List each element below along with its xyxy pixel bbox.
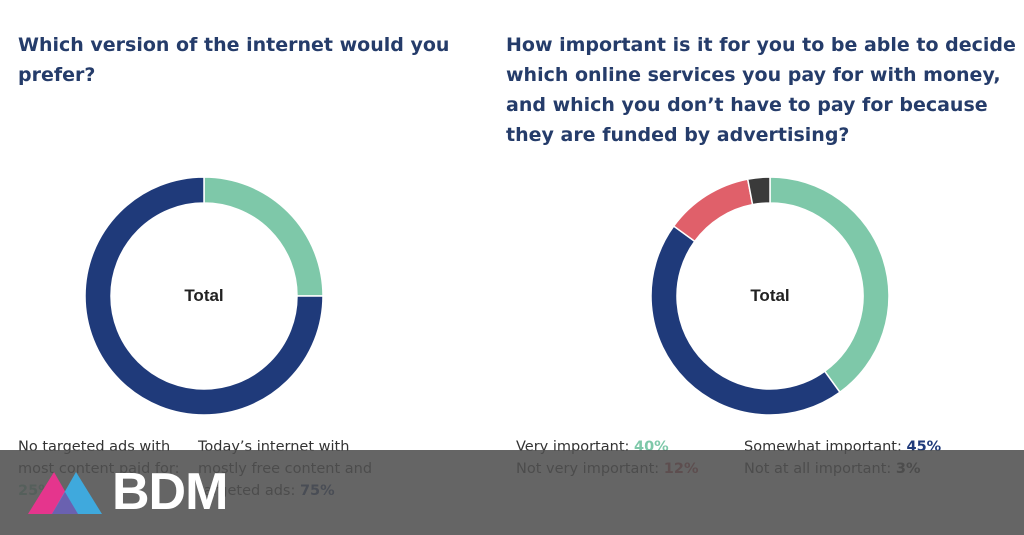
right-center-label: Total	[750, 286, 790, 305]
donut-segment	[650, 225, 841, 416]
left-center-label: Total	[184, 286, 224, 305]
triangles-logo-icon	[28, 472, 102, 514]
bdm-logo: BDM	[26, 463, 228, 521]
brand-name: BDM	[112, 463, 228, 521]
left-donut-svg	[84, 176, 324, 416]
donut-segment	[746, 176, 771, 206]
right-donut-svg	[650, 176, 890, 416]
left-chart-title: Which version of the internet would you …	[18, 34, 450, 86]
left-donut-chart: Total	[84, 176, 324, 416]
right-donut-chart: Total	[650, 176, 890, 416]
brand-overlay-bar	[0, 450, 1024, 535]
right-chart-title: How important is it for you to be able t…	[506, 34, 1016, 146]
donut-segment	[84, 176, 324, 416]
